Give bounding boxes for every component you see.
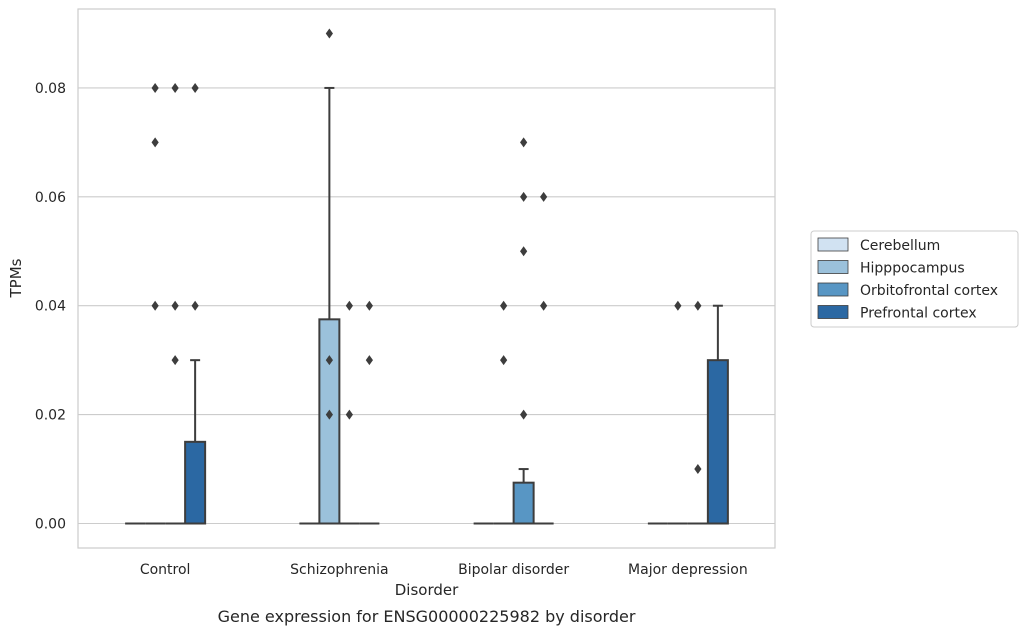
x-tick-label: Major depression xyxy=(628,562,748,578)
legend-swatch xyxy=(817,260,849,274)
outlier-point xyxy=(151,300,159,311)
y-tick-label: 0.04 xyxy=(35,299,66,315)
outlier-point xyxy=(500,300,508,311)
legend-label: Hipppocampus xyxy=(860,261,965,277)
outlier-point xyxy=(325,355,333,366)
outlier-point xyxy=(500,355,508,366)
box-prefrontal-cortex xyxy=(359,300,380,525)
legend-label: Cerebellum xyxy=(860,238,940,254)
outlier-point xyxy=(325,409,333,420)
outlier-point xyxy=(151,82,159,93)
outlier-point xyxy=(365,300,373,311)
outlier-point xyxy=(345,409,353,420)
y-tick-label: 0.02 xyxy=(35,408,66,424)
outlier-point xyxy=(171,300,179,311)
box xyxy=(184,440,207,525)
box-plots xyxy=(125,28,729,525)
outlier-point xyxy=(171,355,179,366)
outlier-point xyxy=(171,82,179,93)
outlier-point xyxy=(520,409,528,420)
box-hipppocampus xyxy=(318,28,341,525)
box-hipppocampus xyxy=(667,300,688,525)
box-hipppocampus xyxy=(145,82,166,525)
legend-swatch xyxy=(817,282,849,297)
box-hipppocampus xyxy=(493,300,514,525)
outlier-point xyxy=(151,137,159,148)
box-orbitofrontal-cortex xyxy=(512,137,535,525)
box-prefrontal-cortex xyxy=(533,191,554,525)
plot-background xyxy=(78,9,775,548)
outlier-point xyxy=(191,82,199,93)
outlier-point xyxy=(540,191,548,202)
plot-frame xyxy=(77,8,776,549)
outlier-point xyxy=(365,355,373,366)
outlier-point xyxy=(674,300,682,311)
y-tick-label: 0.00 xyxy=(35,517,66,533)
box xyxy=(512,481,535,525)
y-tick-labels: 0.00 0.02 0.04 0.06 0.08 xyxy=(35,81,66,533)
box-prefrontal-cortex xyxy=(706,304,729,525)
outlier-point xyxy=(694,300,702,311)
legend-swatch xyxy=(817,237,849,252)
legend: Cerebellum Hipppocampus Orbitofrontal cort… xyxy=(810,230,1019,328)
outlier-point xyxy=(345,300,353,311)
legend-label: Prefrontal cortex xyxy=(860,306,977,322)
y-tick-label: 0.06 xyxy=(35,190,66,206)
legend-swatch xyxy=(817,305,849,319)
x-tick-label: Control xyxy=(140,562,191,578)
box xyxy=(318,318,341,525)
outlier-point xyxy=(191,300,199,311)
outlier-point xyxy=(520,191,528,202)
legend-label: Orbitofrontal cortex xyxy=(860,283,998,299)
legend-frame xyxy=(810,230,1019,328)
x-tick-label: Bipolar disorder xyxy=(458,562,569,578)
y-tick-label: 0.08 xyxy=(35,81,66,97)
box-orbitofrontal-cortex xyxy=(165,82,186,525)
x-tick-label: Schizophrenia xyxy=(290,562,388,578)
x-tick-labels: Control Schizophrenia Bipolar disorder Majo… xyxy=(140,562,748,578)
legend-items: Cerebellum Hipppocampus Orbitofrontal cort… xyxy=(817,237,998,322)
box-orbitofrontal-cortex xyxy=(339,300,360,525)
box-prefrontal-cortex xyxy=(184,82,207,525)
x-axis-label: Disorder xyxy=(395,581,459,599)
box-orbitofrontal-cortex xyxy=(687,300,708,525)
outlier-point xyxy=(694,464,702,475)
outlier-point xyxy=(520,137,528,148)
box xyxy=(706,359,729,525)
chart-caption: Gene expression for ENSG00000225982 by d… xyxy=(218,607,636,626)
outlier-point xyxy=(325,28,333,39)
outlier-point xyxy=(520,246,528,257)
y-axis-label: TPMs xyxy=(7,258,25,298)
outlier-point xyxy=(540,300,548,311)
